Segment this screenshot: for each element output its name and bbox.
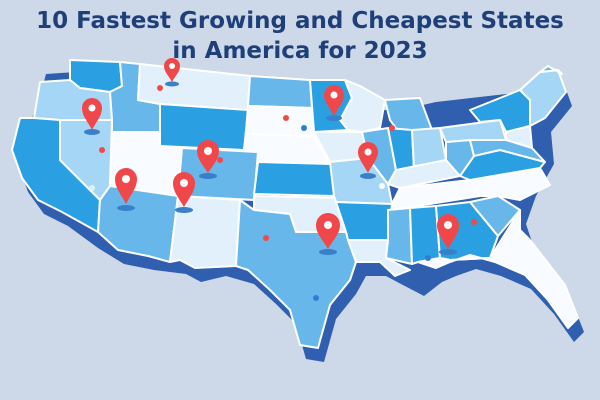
page-title: 10 Fastest Growing and Cheapest States i… <box>0 6 600 66</box>
city-dot <box>217 157 223 163</box>
city-dot <box>301 125 307 131</box>
pin-montana <box>164 58 180 87</box>
city-dot <box>263 235 269 241</box>
city-dot <box>157 85 163 91</box>
city-dot <box>389 125 395 131</box>
pin-idaho-oregon <box>82 98 102 135</box>
state-alabama <box>409 205 441 265</box>
pin-colorado <box>197 140 219 179</box>
state-mississippi <box>385 207 413 265</box>
state-south-carolina <box>469 195 521 237</box>
city-dot <box>89 185 95 191</box>
pin-arizona <box>173 172 195 213</box>
state-maine <box>539 65 563 75</box>
pin-utah <box>115 168 137 211</box>
city-dot <box>313 295 319 301</box>
city-dot <box>425 255 431 261</box>
city-dot <box>99 147 105 153</box>
city-dot <box>283 115 289 121</box>
state-north-dakota <box>247 75 313 109</box>
city-dots <box>89 85 477 301</box>
title-line-2: in America for 2023 <box>172 38 428 64</box>
state-montana <box>137 63 251 111</box>
pin-missouri <box>358 142 378 179</box>
pin-texas <box>316 213 340 255</box>
state-florida <box>417 209 579 329</box>
state-new-mexico <box>169 195 241 269</box>
pin-minnesota <box>324 85 344 121</box>
pin-alabama <box>437 214 459 255</box>
state-maryland <box>469 139 546 163</box>
state-kansas <box>253 161 335 197</box>
city-dot <box>471 219 477 225</box>
pins <box>82 58 459 255</box>
state-south-dakota <box>245 105 315 137</box>
title-line-1: 10 Fastest Growing and Cheapest States <box>36 8 564 34</box>
city-dot <box>379 183 385 189</box>
